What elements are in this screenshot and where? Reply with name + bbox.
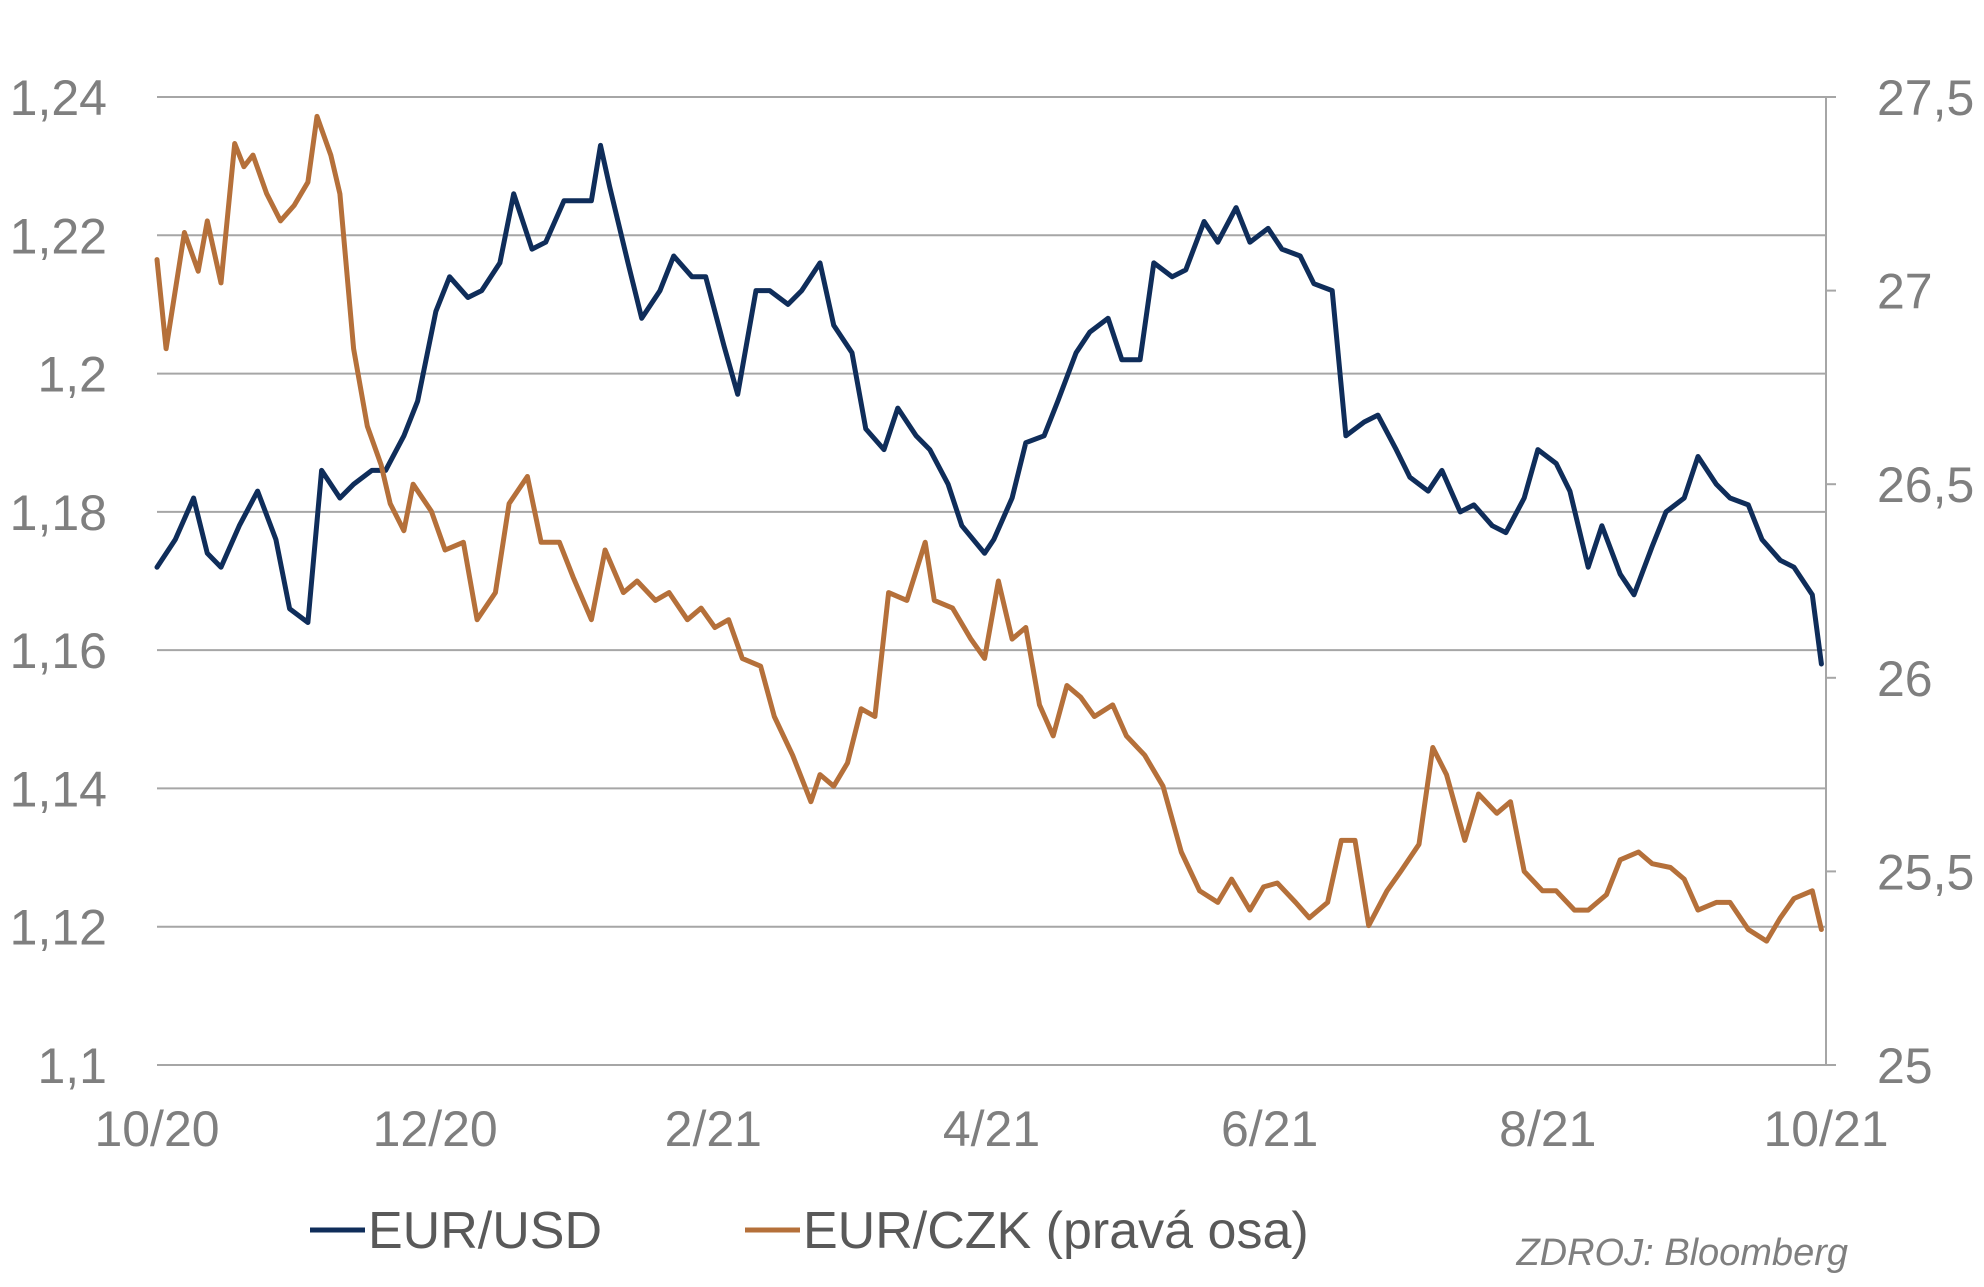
- series-lines: [154, 113, 1824, 944]
- axes: [157, 97, 1827, 1066]
- left-tick-label: 1,18: [10, 485, 107, 541]
- left-tick-label: 1,2: [37, 347, 107, 403]
- right-axis-ticks: 25 25,5 26 26,5 27 27,5: [1826, 70, 1974, 1094]
- right-tick-label: 26: [1877, 651, 1933, 707]
- legend-label-eurczk: EUR/CZK (pravá osa): [803, 1202, 1309, 1260]
- right-tick-label: 27: [1877, 264, 1933, 320]
- left-tick-label: 1,16: [10, 623, 107, 679]
- gridlines: [157, 96, 1826, 928]
- legend: EUR/USD EUR/CZK (pravá osa): [310, 1202, 1309, 1260]
- left-tick-label: 1,24: [10, 70, 107, 126]
- x-tick-label: 8/21: [1499, 1101, 1596, 1157]
- right-tick-label: 25: [1877, 1038, 1933, 1094]
- source-note: ZDROJ: Bloomberg: [1515, 1232, 1848, 1274]
- left-tick-label: 1,1: [37, 1038, 107, 1094]
- right-tick-label: 27,5: [1877, 70, 1974, 126]
- series-line-eurusd: [154, 142, 1824, 667]
- right-tick-label: 25,5: [1877, 844, 1974, 900]
- left-tick-label: 1,22: [10, 208, 107, 264]
- x-tick-label: 12/20: [373, 1101, 498, 1157]
- x-tick-label: 6/21: [1221, 1101, 1318, 1157]
- x-axis-ticks: 10/20 12/20 2/21 4/21 6/21 8/21 10/21: [94, 1101, 1888, 1157]
- left-tick-label: 1,12: [10, 900, 107, 956]
- right-tick-label: 26,5: [1877, 457, 1974, 513]
- x-tick-label: 10/20: [94, 1101, 219, 1157]
- x-tick-label: 10/21: [1763, 1101, 1888, 1157]
- left-tick-label: 1,14: [10, 761, 107, 817]
- x-tick-label: 2/21: [665, 1101, 762, 1157]
- left-axis-ticks: 1,1 1,12 1,14 1,16 1,18 1,2 1,22 1,24: [10, 70, 107, 1094]
- legend-label-eurusd: EUR/USD: [368, 1202, 602, 1260]
- x-tick-label: 4/21: [943, 1101, 1040, 1157]
- series-line-eurczk: [154, 113, 1824, 944]
